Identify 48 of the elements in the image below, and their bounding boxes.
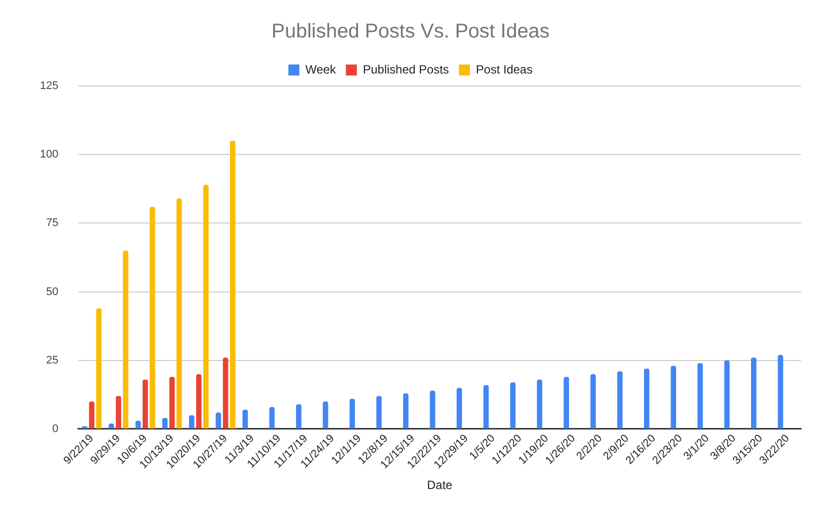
bar [430,390,436,428]
bar [617,371,623,428]
bar [89,402,94,428]
bar [456,388,462,428]
bar [269,407,275,428]
bar [751,358,756,428]
y-tick-label: 50 [46,286,58,298]
legend-label: Week [305,62,337,76]
bar [350,398,355,428]
bar [510,382,516,428]
y-tick-label: 125 [40,80,58,92]
bar [483,385,489,428]
y-tick-label: 75 [46,217,58,230]
y-tick-label: 25 [46,354,58,366]
bar [216,412,222,428]
bar [230,140,236,428]
bar [96,308,102,428]
bar [296,404,302,428]
bar [564,376,570,428]
bar [116,396,122,428]
y-tick-label: 100 [40,148,58,161]
bar [188,415,194,428]
bar [196,374,202,428]
x-axis-title: Date [426,478,453,492]
legend-label: Post Ideas [476,62,533,76]
legend-label: Published Posts [362,62,449,76]
bar [222,358,228,428]
bar [590,374,596,428]
bar [142,380,148,428]
bar [203,184,209,428]
chart-title: Published Posts Vs. Post Ideas [272,20,550,43]
bar [698,363,703,428]
bar [150,206,156,428]
bar [122,250,128,428]
bar [403,393,408,428]
bar [169,376,175,428]
bar [242,410,248,428]
bar [724,360,730,428]
bar [135,420,141,428]
bar [376,396,382,428]
bar [176,198,182,428]
bar [322,402,328,428]
bar [536,380,542,428]
y-tick-label: 0 [52,423,58,436]
bar [644,368,650,428]
bar [778,354,784,428]
bar [670,366,676,428]
bar [162,418,168,428]
